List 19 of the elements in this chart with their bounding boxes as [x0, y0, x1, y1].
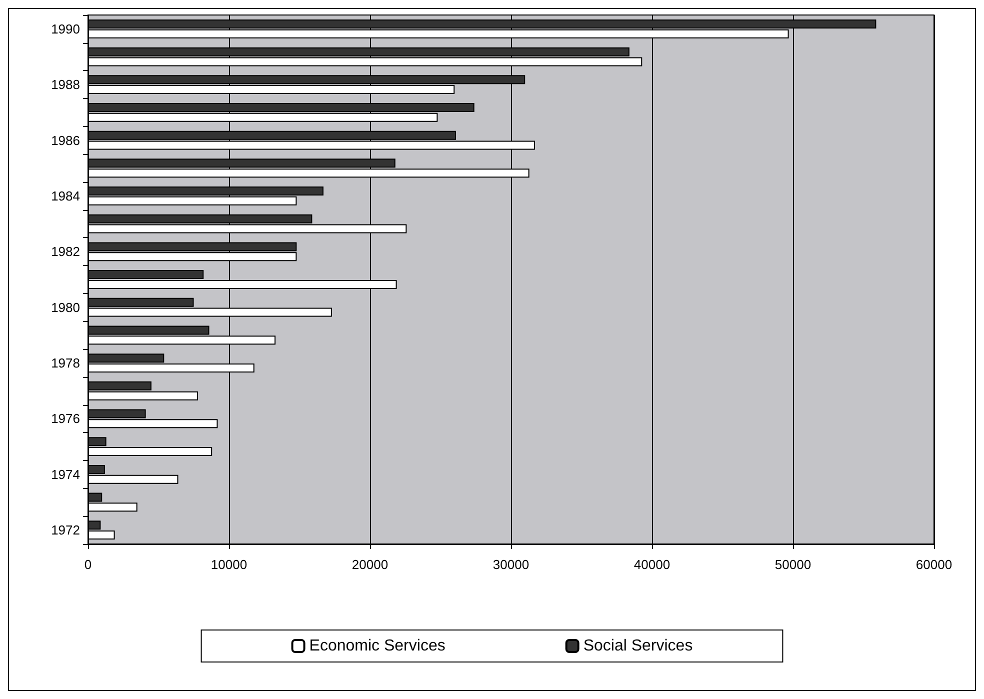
- y-tick-label: 1972: [51, 522, 80, 538]
- x-tick-label: 60000: [916, 557, 952, 572]
- legend-label: Economic Services: [309, 638, 446, 654]
- y-tick-label: 1980: [51, 300, 80, 315]
- x-tick-label: 30000: [492, 557, 530, 572]
- y-tick-label: 1986: [51, 132, 80, 148]
- y-tick-label: 1984: [51, 188, 80, 204]
- x-tick-label: 20000: [352, 557, 388, 572]
- legend-label: Social Services: [583, 638, 693, 654]
- y-tick-label: 1988: [51, 77, 80, 92]
- x-tick-label: 40000: [634, 557, 670, 572]
- x-tick-label: 0: [84, 557, 92, 572]
- y-tick-label: 1974: [51, 466, 80, 482]
- y-tick-label: 1982: [51, 244, 80, 260]
- x-tick-label: 50000: [774, 557, 812, 572]
- y-tick-label: 1978: [51, 356, 80, 371]
- y-tick-label: 1976: [51, 411, 80, 426]
- x-tick-label: 10000: [210, 557, 248, 572]
- y-tick-label: 1990: [51, 21, 80, 36]
